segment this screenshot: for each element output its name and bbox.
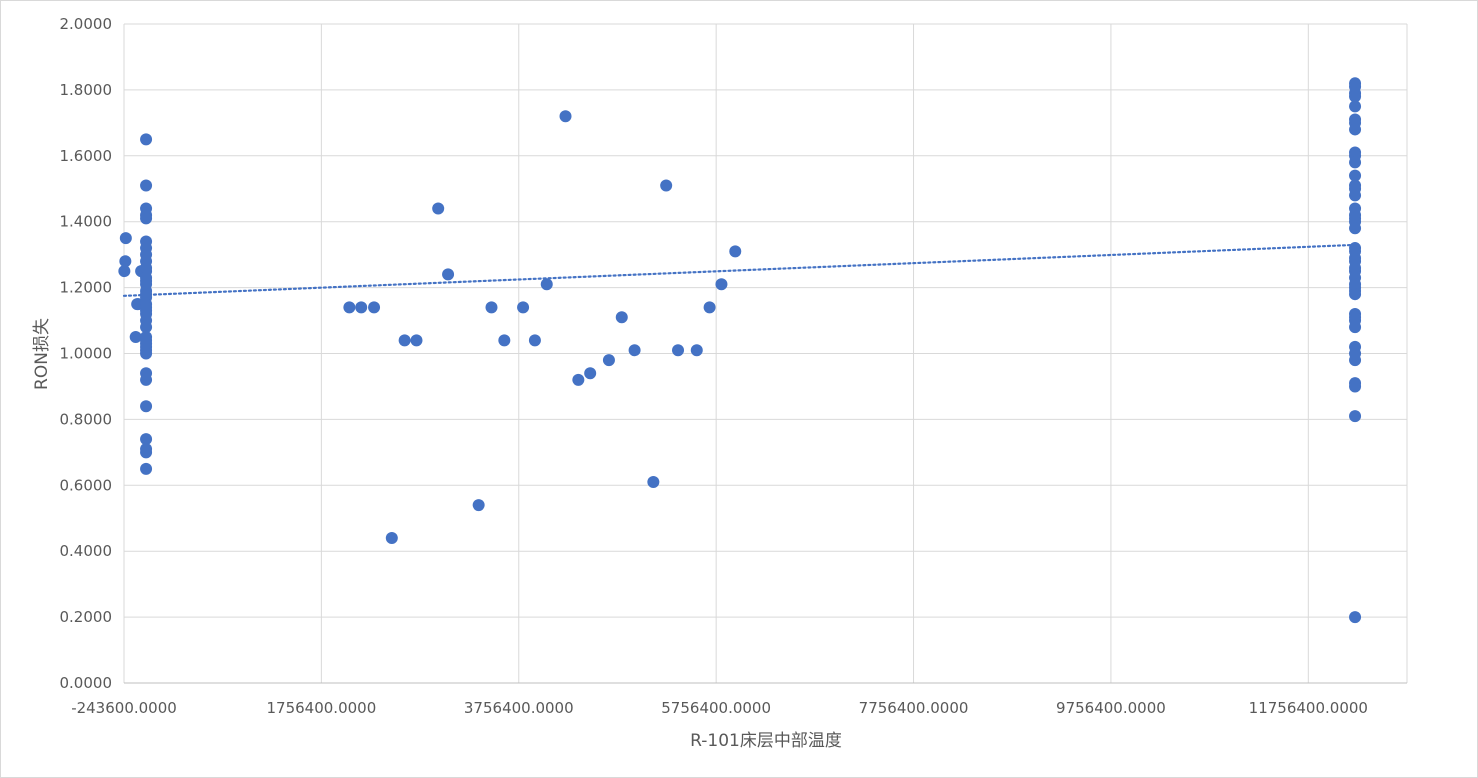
data-point (1349, 100, 1362, 113)
data-point (1349, 380, 1362, 393)
gridlines (123, 23, 1408, 684)
x-tick-label: 1756400.0000 (267, 699, 377, 717)
y-tick-label: 0.0000 (60, 674, 113, 692)
y-tick-label: 2.0000 (60, 15, 113, 33)
data-point (690, 344, 703, 357)
x-tick-label: 9756400.0000 (1056, 699, 1166, 717)
data-point (498, 334, 511, 347)
data-point (517, 301, 530, 314)
data-point (1349, 156, 1362, 169)
y-axis-title: RON损失 (32, 318, 52, 390)
data-point (628, 344, 641, 357)
y-tick-label: 0.6000 (60, 476, 113, 494)
data-point (485, 301, 498, 314)
data-point (1349, 222, 1362, 235)
data-point (119, 232, 132, 245)
data-point (385, 532, 398, 545)
data-point (410, 334, 423, 347)
data-point (647, 476, 660, 489)
data-point (140, 373, 153, 386)
y-axis-ticks: 0.0000 0.2000 0.4000 0.6000 0.8000 1.0000 1.20… (60, 15, 113, 692)
data-point (140, 433, 153, 446)
trendline-layer (122, 243, 1359, 297)
data-point (1349, 90, 1362, 103)
data-point (140, 321, 153, 334)
y-tick-label: 1.0000 (60, 345, 113, 363)
data-point (140, 301, 153, 314)
data-point (1349, 354, 1362, 367)
data-point (672, 344, 685, 357)
data-point (559, 110, 572, 123)
data-point (343, 301, 356, 314)
data-point (1349, 288, 1362, 301)
data-point (129, 331, 142, 344)
y-tick-label: 0.8000 (60, 410, 113, 428)
x-tick-label: 3756400.0000 (464, 699, 574, 717)
data-point (398, 334, 411, 347)
data-point (715, 278, 728, 291)
data-point (355, 301, 368, 314)
data-point (140, 337, 153, 350)
data-point (1349, 169, 1362, 182)
data-point (140, 261, 153, 274)
y-tick-label: 1.4000 (60, 213, 113, 231)
data-point (140, 133, 153, 146)
data-point (140, 212, 153, 225)
data-point (442, 268, 455, 281)
data-point (140, 275, 153, 288)
x-tick-label: -243600.0000 (71, 699, 177, 717)
x-tick-label: 5756400.0000 (661, 699, 771, 717)
data-point (615, 311, 628, 324)
trendline (122, 243, 1359, 297)
data-point (584, 367, 597, 380)
x-tick-label: 11756400.0000 (1249, 699, 1368, 717)
data-point (140, 288, 153, 301)
data-point (528, 334, 541, 347)
data-point (703, 301, 716, 314)
data-point (432, 202, 445, 215)
data-point (1349, 611, 1362, 624)
data-point (540, 278, 553, 291)
data-point (729, 245, 742, 258)
y-tick-label: 0.2000 (60, 608, 113, 626)
data-point (368, 301, 381, 314)
data-point (472, 499, 485, 512)
data-point (140, 179, 153, 192)
data-point (119, 255, 132, 268)
y-tick-label: 1.6000 (60, 147, 113, 165)
data-point (1349, 261, 1362, 274)
data-point (1349, 189, 1362, 202)
data-point (572, 373, 585, 386)
y-tick-label: 0.4000 (60, 542, 113, 560)
x-axis-ticks: -243600.0000 1756400.0000 3756400.0000 5756… (71, 699, 1368, 717)
y-tick-label: 1.8000 (60, 81, 113, 99)
data-point (602, 354, 615, 367)
data-point (140, 400, 153, 413)
x-axis-title: R-101床层中部温度 (690, 731, 842, 751)
data-point (118, 265, 131, 278)
data-point (1349, 123, 1362, 136)
x-tick-label: 7756400.0000 (859, 699, 969, 717)
data-points (118, 77, 1362, 624)
data-point (1349, 321, 1362, 334)
data-point (140, 462, 153, 475)
data-point (1349, 410, 1362, 423)
data-point (140, 446, 153, 459)
data-point (660, 179, 673, 192)
y-tick-label: 1.2000 (60, 279, 113, 297)
data-point (140, 347, 153, 360)
